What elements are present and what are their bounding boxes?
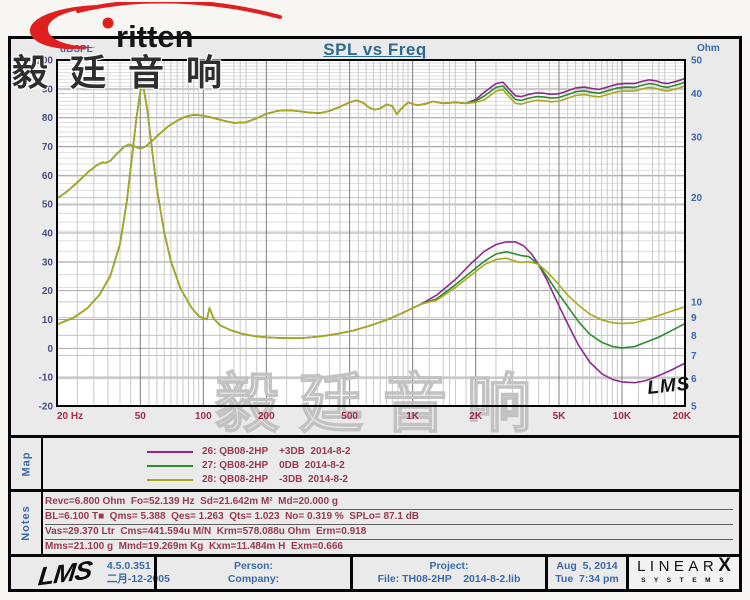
map-label: Map <box>20 451 32 476</box>
note-line-3: Mms=21.100 g Mmd=19.269m Kg Kxm=11.484m … <box>45 540 733 555</box>
report-date: Aug 5, 2014 <box>556 560 618 572</box>
linearx-x: X <box>718 555 731 576</box>
footer-person-cell: Person: Company: <box>154 557 350 589</box>
notes-label-cell: Notes <box>11 492 43 554</box>
legend-label: 28: QB08-2HP -3DB 2014-8-2 <box>202 474 348 485</box>
linearx-logo: LINEAR X <box>637 555 731 576</box>
note-line-0: Revc=6.800 Ohm Fo=52.139 Hz Sd=21.642m M… <box>45 495 733 510</box>
legend-swatch-icon <box>147 450 193 453</box>
company-label: Company: <box>227 573 280 585</box>
status-bar: LMS 4.5.0.351 二月-12-2005 Person: Company… <box>11 554 739 591</box>
notes-label: Notes <box>20 505 32 541</box>
footer-project-cell: Project: File: TH08-2HP 2014-8-2.lib <box>350 557 545 589</box>
legend-label: 26: QB08-2HP +3DB 2014-8-2 <box>202 446 351 457</box>
legend-rows: 26: QB08-2HP +3DB 2014-8-2 27: QB08-2HP 0… <box>43 438 739 489</box>
notes-section: Notes Revc=6.800 Ohm Fo=52.139 Hz Sd=21.… <box>11 489 739 555</box>
person-label: Person: <box>233 560 274 572</box>
legend-swatch-icon <box>147 478 193 481</box>
chart-header: SPL vs Freq <box>11 39 739 61</box>
report-time: Tue 7:34 pm <box>555 573 619 585</box>
footer-linearx-cell: LINEAR X S Y S T E M S <box>626 555 739 589</box>
footer-app-cell: LMS 4.5.0.351 二月-12-2005 <box>11 554 170 591</box>
legend-row-0: 26: QB08-2HP +3DB 2014-8-2 <box>147 445 739 458</box>
legend-label: 27: QB08-2HP 0DB 2014-8-2 <box>202 460 345 471</box>
legend-row-1: 27: QB08-2HP 0DB 2014-8-2 <box>147 459 739 472</box>
note-line-1: BL=6.100 T■ Qms= 5.388 Qes= 1.263 Qts= 1… <box>45 510 733 525</box>
report-frame: SPL vs Freq Map 26: QB08-2HP +3DB 2014-8… <box>8 36 742 592</box>
map-label-cell: Map <box>11 438 43 489</box>
brand-wordmark: ritten <box>116 19 194 54</box>
notes-lines: Revc=6.800 Ohm Fo=52.139 Hz Sd=21.642m M… <box>43 492 739 555</box>
file-label: File: TH08-2HP 2014-8-2.lib <box>377 573 521 585</box>
note-line-2: Vas=29.370 Ltr Cms=441.594u M/N Krm=578.… <box>45 525 733 540</box>
page-title: SPL vs Freq <box>323 40 427 59</box>
legend-row-2: 28: QB08-2HP -3DB 2014-8-2 <box>147 473 739 486</box>
app-version: 4.5.0.351 <box>106 560 151 572</box>
project-label: Project: <box>429 560 469 572</box>
map-section: Map 26: QB08-2HP +3DB 2014-8-2 27: QB08-2… <box>11 435 739 489</box>
footer-date-cell: Aug 5, 2014 Tue 7:34 pm <box>545 557 626 589</box>
linearx-wordmark: LINEAR <box>637 558 719 575</box>
legend-swatch-icon <box>147 464 193 467</box>
brand-cjk-text: 毅廷音响 <box>12 52 245 93</box>
lms-logo: LMS <box>36 554 94 591</box>
linearx-systems: S Y S T E M S <box>641 577 727 584</box>
brand-swoosh-icon <box>29 2 282 50</box>
brand-logo: ritten <box>18 2 308 54</box>
